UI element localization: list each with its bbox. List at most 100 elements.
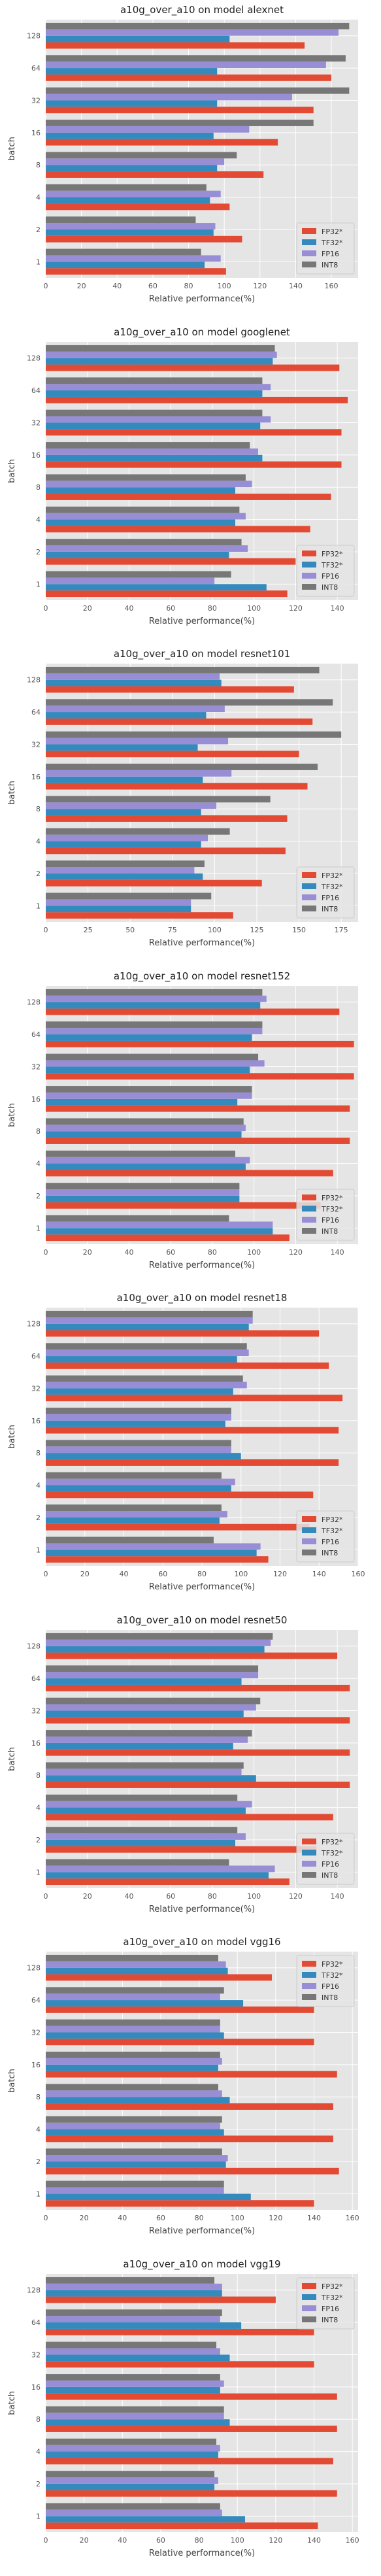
bar-chart-0: 0 20 40 60 80 100 120 140 160 1 2 4 8 16 32 64 128 a10g_o… — [7, 4, 358, 304]
bar-tf32-batch-16 — [46, 2064, 218, 2071]
bar-tf32-batch-64 — [46, 1356, 237, 1363]
bar-int8-batch-64 — [46, 1343, 247, 1350]
chart-title: a10g_over_a10 on model resnet18 — [117, 1292, 288, 1304]
legend-swatch — [302, 2294, 316, 2300]
legend-swatch — [302, 250, 316, 256]
bar-fp32-batch-128 — [46, 1330, 320, 1337]
y-axis-label: batch — [7, 1103, 17, 1127]
bar-fp16-batch-128 — [46, 995, 267, 1002]
bar-fp32-batch-32 — [46, 1395, 343, 1402]
bar-fp32-batch-8 — [46, 1137, 350, 1144]
bar-tf32-batch-1 — [46, 906, 191, 913]
bar-tf32-batch-32 — [46, 2354, 230, 2361]
x-tick-label: 140 — [331, 1248, 344, 1257]
x-tick-label: 60 — [166, 1248, 175, 1257]
chart-title: a10g_over_a10 on model resnet152 — [114, 970, 290, 983]
bar-fp16-batch-16 — [46, 770, 232, 777]
bar-tf32-batch-32 — [46, 1066, 250, 1073]
legend-label: TF32* — [321, 1205, 343, 1213]
x-axis-label: Relative performance(%) — [149, 617, 255, 626]
bar-tf32-batch-4 — [46, 1807, 246, 1814]
bar-fp16-batch-16 — [46, 2058, 222, 2065]
y-tick-label: 2 — [36, 2479, 41, 2488]
bar-int8-batch-32 — [46, 1375, 243, 1382]
bar-fp16-batch-4 — [46, 190, 221, 197]
bar-fp32-batch-16 — [46, 2071, 337, 2078]
bar-int8-batch-4 — [46, 1794, 238, 1801]
legend-label: FP32* — [322, 550, 343, 558]
bar-fp16-batch-128 — [46, 2283, 222, 2290]
legend-swatch — [302, 583, 316, 590]
bar-int8-batch-8 — [46, 1440, 231, 1447]
bar-tf32-batch-4 — [46, 841, 201, 848]
y-axis-label: batch — [7, 1747, 17, 1771]
bar-tf32-batch-64 — [46, 2000, 244, 2007]
bar-fp32-batch-4 — [46, 2135, 333, 2143]
bar-tf32-batch-16 — [46, 2386, 220, 2394]
y-tick-label: 4 — [36, 1803, 41, 1812]
bar-fp32-batch-16 — [46, 1427, 339, 1434]
bar-int8-batch-1 — [46, 1859, 229, 1865]
bar-fp16-batch-1 — [46, 2187, 224, 2194]
bar-fp16-batch-4 — [46, 513, 246, 520]
bar-fp32-batch-64 — [46, 718, 313, 725]
x-axis-label: Relative performance(%) — [149, 2549, 255, 2558]
x-axis-label: Relative performance(%) — [149, 2226, 255, 2236]
y-tick-label: 64 — [31, 1996, 41, 2005]
x-tick-label: 120 — [273, 1570, 287, 1578]
y-tick-label: 32 — [31, 1062, 41, 1071]
legend-swatch — [302, 550, 316, 556]
bar-fp16-batch-128 — [46, 673, 220, 680]
bar-fp32-batch-32 — [46, 751, 299, 758]
x-tick-label: 80 — [197, 1570, 207, 1578]
bar-fp16-batch-2 — [46, 1833, 246, 1840]
bar-fp32-batch-64 — [46, 1040, 354, 1047]
bar-fp32-batch-2 — [46, 2167, 339, 2175]
y-tick-label: 4 — [36, 194, 41, 202]
x-tick-label: 140 — [289, 282, 303, 290]
bar-fp32-batch-32 — [46, 1716, 350, 1723]
legend-box — [296, 866, 355, 919]
y-tick-label: 64 — [31, 386, 41, 395]
bar-int8-batch-16 — [46, 441, 250, 449]
bar-fp32-batch-32 — [46, 428, 342, 435]
x-tick-label: 60 — [148, 282, 157, 290]
bar-fp16-batch-4 — [46, 1157, 250, 1164]
bar-tf32-batch-32 — [46, 100, 218, 107]
x-tick-label: 120 — [253, 282, 267, 290]
x-tick-label: 0 — [44, 1570, 48, 1578]
legend-swatch — [302, 1972, 316, 1978]
x-tick-label: 140 — [331, 604, 344, 613]
x-tick-label: 40 — [118, 2214, 127, 2222]
bar-tf32-batch-32 — [46, 1710, 244, 1717]
bar-tf32-batch-1 — [46, 1227, 273, 1234]
y-tick-label: 16 — [31, 450, 41, 459]
bar-tf32-batch-8 — [46, 1453, 241, 1460]
legend-label: FP16 — [322, 250, 339, 258]
y-tick-label: 4 — [36, 1482, 41, 1490]
bar-fp32-batch-128 — [46, 1008, 340, 1015]
x-tick-label: 100 — [218, 282, 231, 290]
x-tick-label: 160 — [346, 2214, 359, 2222]
bar-tf32-batch-64 — [46, 1678, 242, 1685]
bar-fp16-batch-1 — [46, 577, 215, 584]
bar-fp16-batch-128 — [46, 1317, 253, 1324]
bar-fp16-batch-4 — [46, 1478, 235, 1485]
bar-fp16-batch-64 — [46, 1349, 249, 1357]
bar-tf32-batch-128 — [46, 1002, 261, 1009]
y-tick-label: 64 — [31, 2318, 41, 2327]
legend-label: FP32* — [322, 1194, 343, 1202]
x-tick-label: 175 — [335, 926, 348, 934]
bar-int8-batch-128 — [46, 989, 263, 996]
bar-fp32-batch-64 — [46, 2006, 314, 2013]
bar-fp32-batch-128 — [46, 686, 294, 693]
bar-fp16-batch-8 — [46, 158, 225, 165]
legend-swatch — [302, 561, 316, 568]
x-tick-label: 80 — [208, 1892, 217, 1901]
bar-fp32-batch-4 — [46, 847, 286, 855]
legend-swatch — [302, 1205, 316, 1212]
legend-box — [296, 1833, 355, 1884]
bar-fp32-batch-8 — [46, 2103, 333, 2110]
bar-fp32-batch-4 — [46, 1813, 333, 1820]
bar-fp32-batch-16 — [46, 461, 342, 468]
